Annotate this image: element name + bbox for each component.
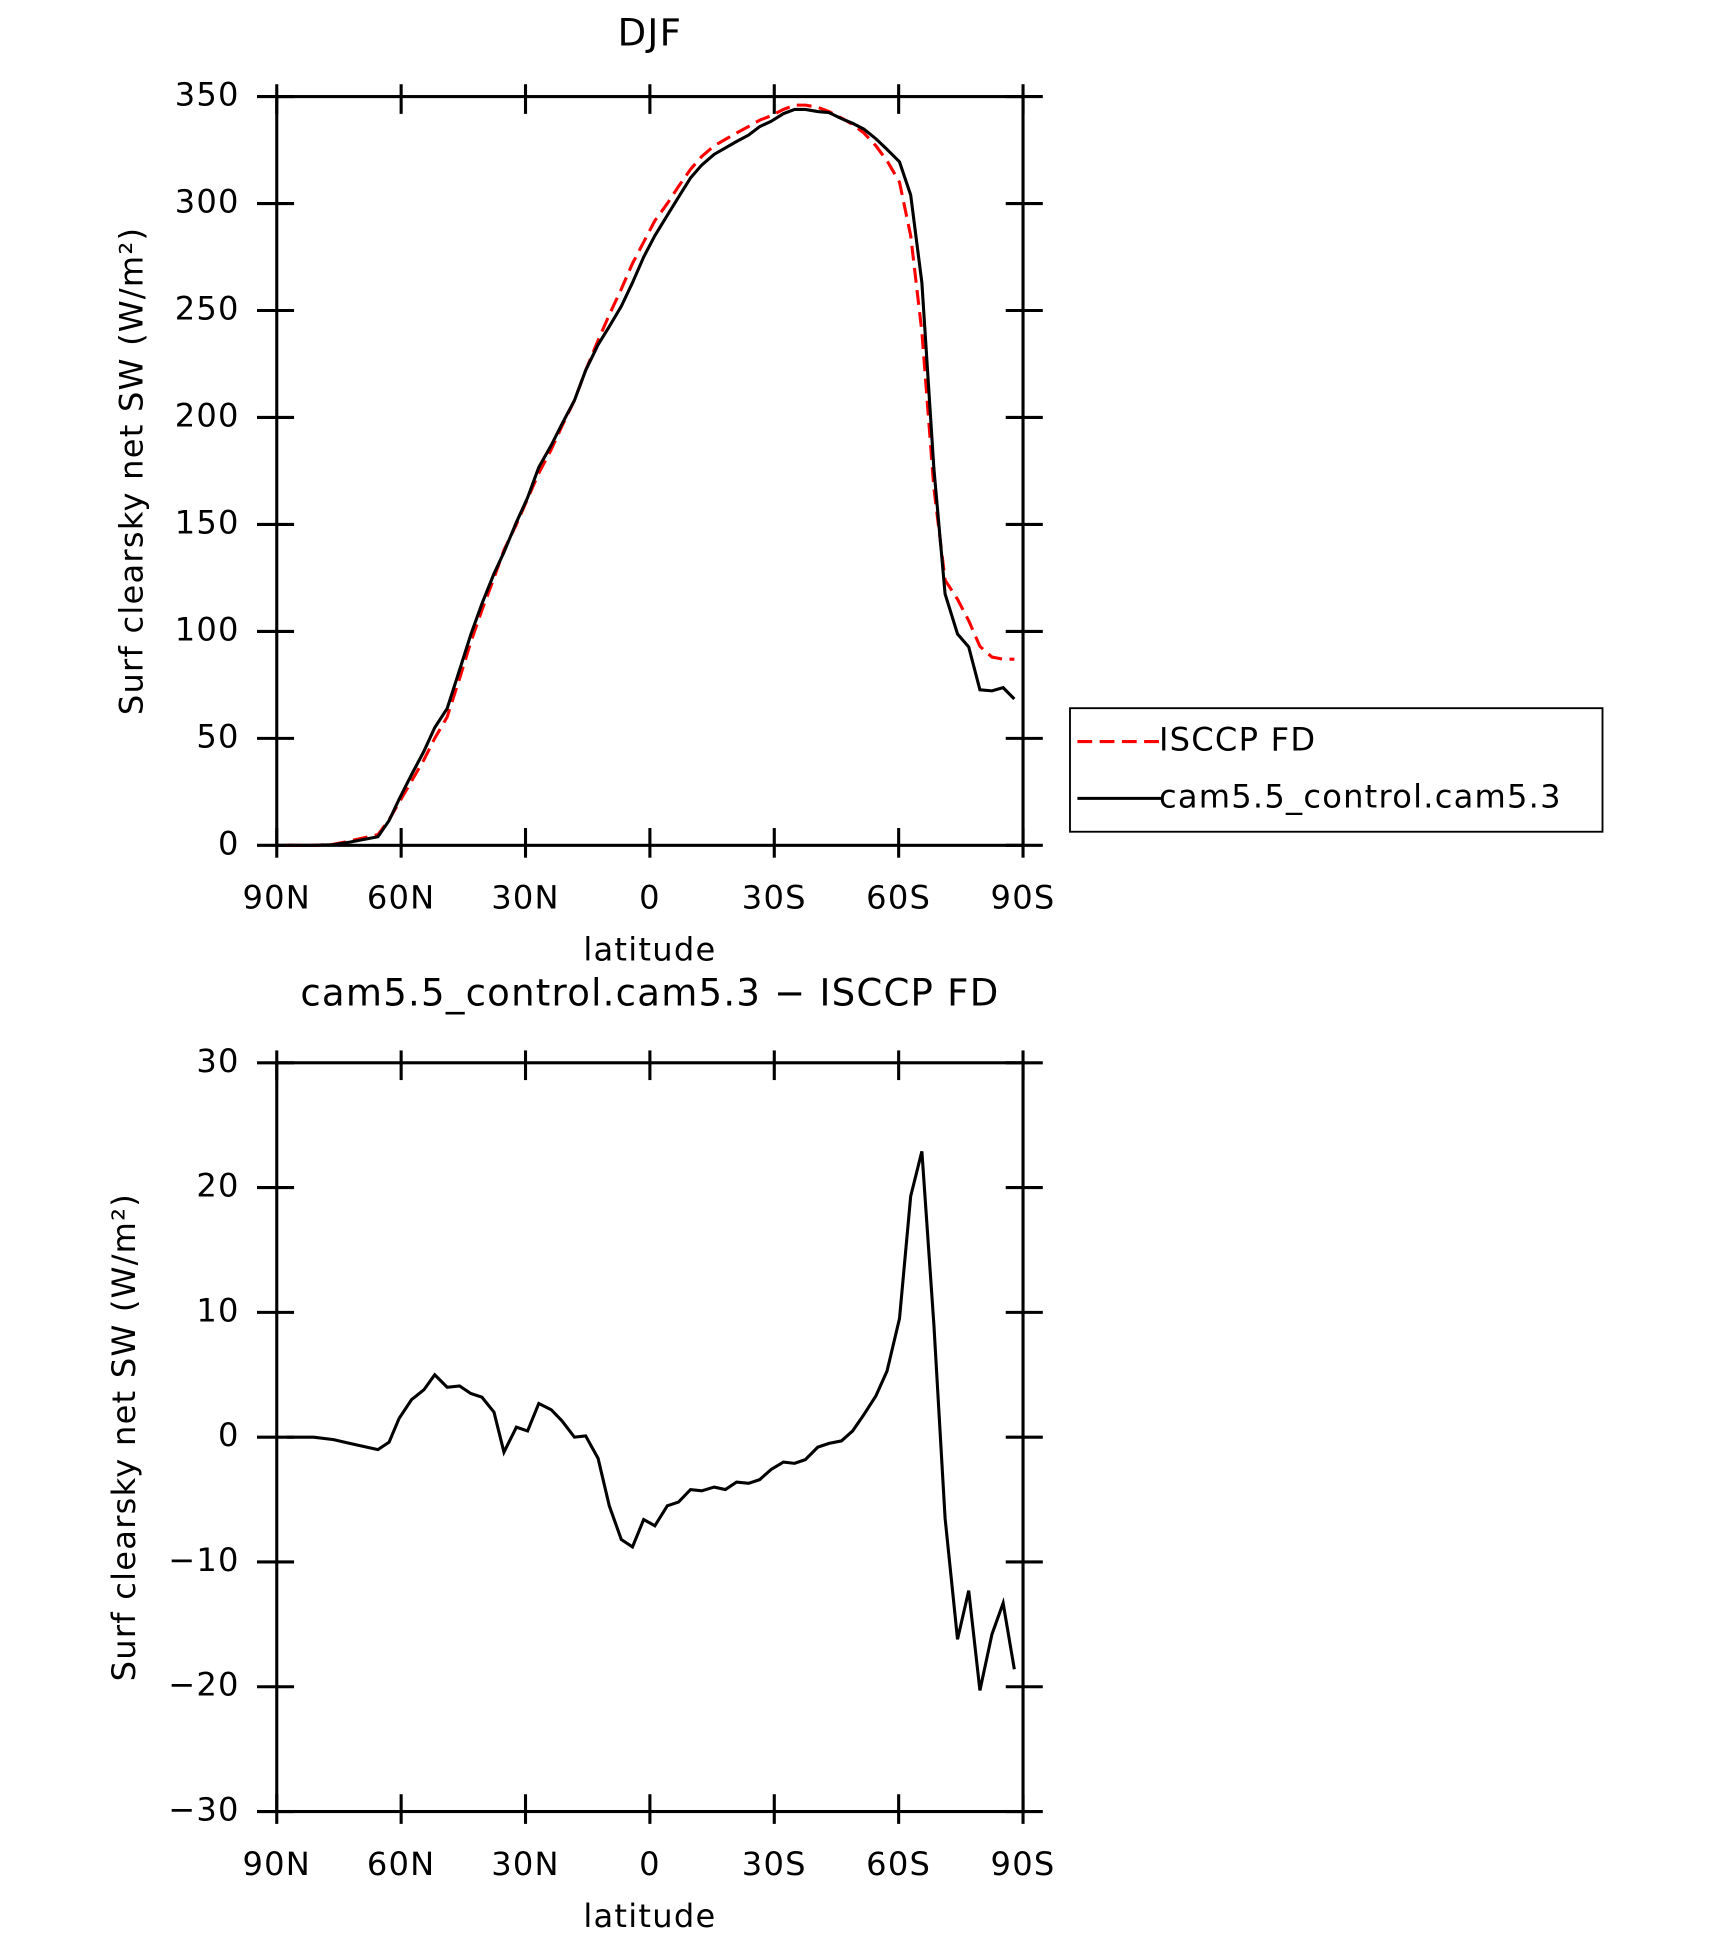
y-tick-label: 200	[175, 396, 240, 434]
y-tick-label: 0	[218, 1416, 240, 1454]
y-tick-label: 20	[196, 1167, 239, 1205]
y-tick-label: −20	[168, 1666, 239, 1704]
data-line	[286, 1151, 1016, 1691]
x-tick-label: 30S	[742, 1845, 807, 1883]
x-tick-label: 30S	[742, 879, 807, 917]
y-axis-label: Surf clearsky net SW (W/m²)	[112, 227, 150, 715]
y-tick-label: 300	[175, 183, 240, 221]
data-line	[286, 107, 1016, 847]
plot-frame	[275, 1061, 1025, 1814]
y-tick-label: 30	[196, 1042, 239, 1080]
x-tick-label: 0	[639, 1845, 661, 1883]
y-tick-label: −30	[168, 1791, 239, 1829]
y-tick-label: 250	[175, 290, 240, 328]
x-tick-label: 90N	[242, 879, 311, 917]
y-tick-label: 10	[196, 1291, 239, 1329]
y-axis-label: Surf clearsky net SW (W/m²)	[105, 1193, 143, 1681]
legend-label: ISCCP FD	[1159, 721, 1316, 759]
y-tick-label: −10	[168, 1541, 239, 1579]
chart-title: DJF	[618, 11, 682, 54]
x-tick-label: 60S	[866, 879, 931, 917]
x-tick-label: 30N	[491, 879, 560, 917]
x-tick-label: 60N	[367, 1845, 436, 1883]
x-tick-label: 90N	[242, 1845, 311, 1883]
x-tick-label: 30N	[491, 1845, 560, 1883]
x-tick-label: 60N	[367, 879, 436, 917]
data-line	[286, 103, 1015, 847]
x-tick-label: 90S	[991, 879, 1056, 917]
y-tick-label: 100	[175, 610, 240, 648]
x-tick-label: 0	[639, 879, 661, 917]
legend-box	[1069, 707, 1604, 833]
y-tick-label: 350	[175, 76, 240, 114]
y-tick-label: 50	[196, 717, 239, 755]
x-axis-label: latitude	[583, 931, 716, 969]
y-tick-label: 150	[175, 503, 240, 541]
x-tick-label: 90S	[991, 1845, 1056, 1883]
y-tick-label: 0	[218, 824, 240, 862]
legend-label: cam5.5_control.cam5.3	[1159, 777, 1562, 815]
chart-title: cam5.5_control.cam5.3 − ISCCP FD	[300, 971, 999, 1014]
x-tick-label: 60S	[866, 1845, 931, 1883]
x-axis-label: latitude	[583, 1897, 716, 1935]
